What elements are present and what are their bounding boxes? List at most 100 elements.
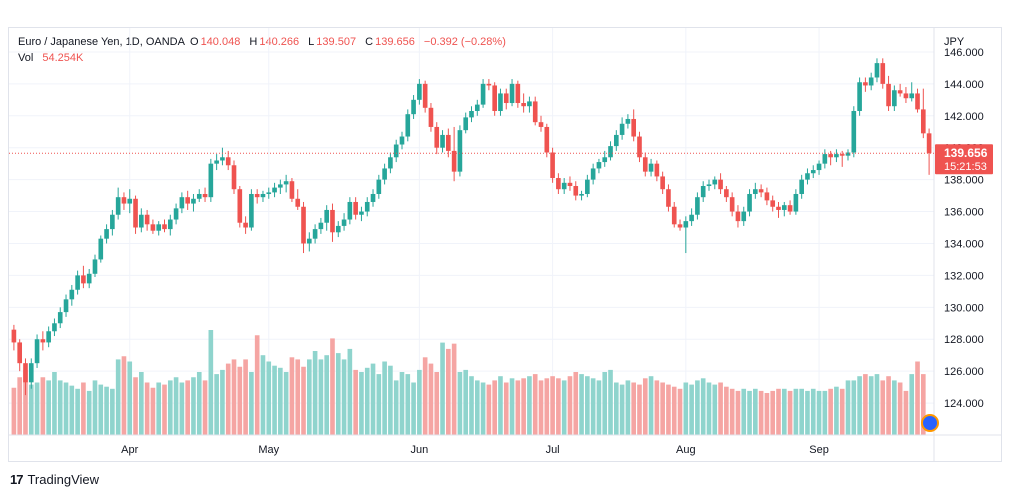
candle-body — [886, 83, 891, 107]
volume-bar — [712, 384, 718, 435]
open-value: 140.048 — [200, 36, 241, 48]
volume-bar — [469, 376, 474, 435]
candle-body — [718, 179, 723, 190]
candle-body — [671, 206, 677, 225]
candle-body — [254, 193, 260, 198]
candle-body — [567, 182, 573, 187]
volume-bar — [225, 363, 231, 435]
x-tick-label: Apr — [121, 444, 138, 456]
candle-body — [23, 363, 28, 383]
candle-body — [706, 184, 712, 187]
volume-bar — [266, 361, 272, 435]
volume-bar — [411, 382, 416, 435]
candle-body — [40, 339, 46, 343]
candle-body — [34, 339, 40, 364]
candle-body — [376, 179, 382, 194]
x-tick-label: Aug — [676, 444, 696, 456]
candle-body — [289, 181, 295, 199]
volume-bar — [498, 376, 503, 435]
volume-bar — [86, 390, 92, 435]
volume-bar — [405, 374, 411, 435]
candle-body — [700, 186, 706, 198]
candle-body — [915, 93, 920, 110]
volume-bar — [399, 372, 405, 435]
volume-bar — [654, 380, 660, 435]
volume-bar — [585, 376, 590, 435]
volume-bar — [370, 363, 376, 435]
candle-body — [69, 289, 75, 300]
candle-body — [631, 118, 637, 137]
candle-body — [590, 168, 596, 180]
candle-body — [724, 189, 729, 198]
candle-body — [486, 83, 492, 86]
volume-bar — [69, 385, 75, 435]
volume-bar — [700, 378, 706, 435]
volume-bar — [92, 380, 98, 435]
candle-body — [295, 198, 301, 207]
candle-body — [747, 193, 752, 212]
candle-body — [509, 83, 515, 104]
candle-body — [556, 178, 561, 190]
candle-body — [382, 168, 387, 180]
volume-bar — [191, 377, 196, 435]
candle-body — [364, 201, 370, 212]
volume-bar — [388, 365, 393, 435]
volume-bar — [283, 372, 289, 435]
low-label: L — [308, 36, 315, 48]
candle-body — [196, 193, 202, 199]
volume-bar — [278, 367, 283, 435]
candle-body — [903, 93, 909, 99]
volume-bar — [260, 355, 266, 435]
volume-bar — [121, 356, 127, 435]
candle-body — [474, 104, 480, 111]
candle-body — [532, 101, 538, 123]
volume-bar — [179, 382, 185, 435]
candle-body — [793, 193, 799, 212]
candle-body — [770, 200, 776, 207]
candle-body — [208, 163, 214, 198]
volume-bar — [880, 380, 886, 435]
candle-body — [422, 83, 428, 108]
volume-bar — [173, 377, 179, 435]
volume-bar — [23, 369, 28, 435]
candle-body — [683, 221, 689, 228]
volume-bar — [590, 378, 596, 435]
candle-body — [764, 192, 770, 201]
candle-body — [654, 163, 660, 177]
volume-bar — [863, 374, 868, 435]
volume-bar — [139, 372, 144, 435]
candle-body — [75, 275, 80, 290]
volume-bar — [892, 380, 897, 435]
tradingview-icon: 17 — [10, 472, 24, 487]
candle-body — [602, 157, 608, 163]
vol-label[interactable]: Vol — [18, 52, 34, 64]
candle-body — [370, 193, 376, 202]
volume-bar — [393, 380, 399, 435]
candle-body — [179, 197, 185, 209]
volume-bar — [579, 374, 584, 435]
candle-body — [388, 157, 393, 169]
candle-body — [758, 189, 764, 193]
volume-bar — [532, 374, 538, 435]
candle-body — [144, 214, 150, 225]
candle-body — [480, 83, 486, 105]
volume-bar — [764, 393, 770, 435]
candle-body — [880, 63, 886, 84]
volume-bar — [834, 386, 839, 435]
candle-body — [312, 229, 318, 239]
tradingview-logo[interactable]: 17 TradingView — [10, 472, 99, 487]
volume-bar — [845, 380, 851, 435]
candle-body — [330, 209, 335, 233]
candle-body — [868, 77, 874, 86]
volume-bar — [822, 390, 828, 435]
events-icon[interactable] — [921, 414, 939, 432]
brand-name: TradingView — [27, 472, 100, 487]
volume-bar — [503, 382, 509, 435]
symbol-title[interactable]: Euro / Japanese Yen, 1D, OANDA — [18, 36, 185, 48]
volume-bar — [17, 377, 23, 435]
candle-body — [98, 238, 104, 260]
volume-bar — [330, 338, 335, 435]
candle-body — [173, 208, 179, 220]
candle-body — [753, 189, 758, 194]
